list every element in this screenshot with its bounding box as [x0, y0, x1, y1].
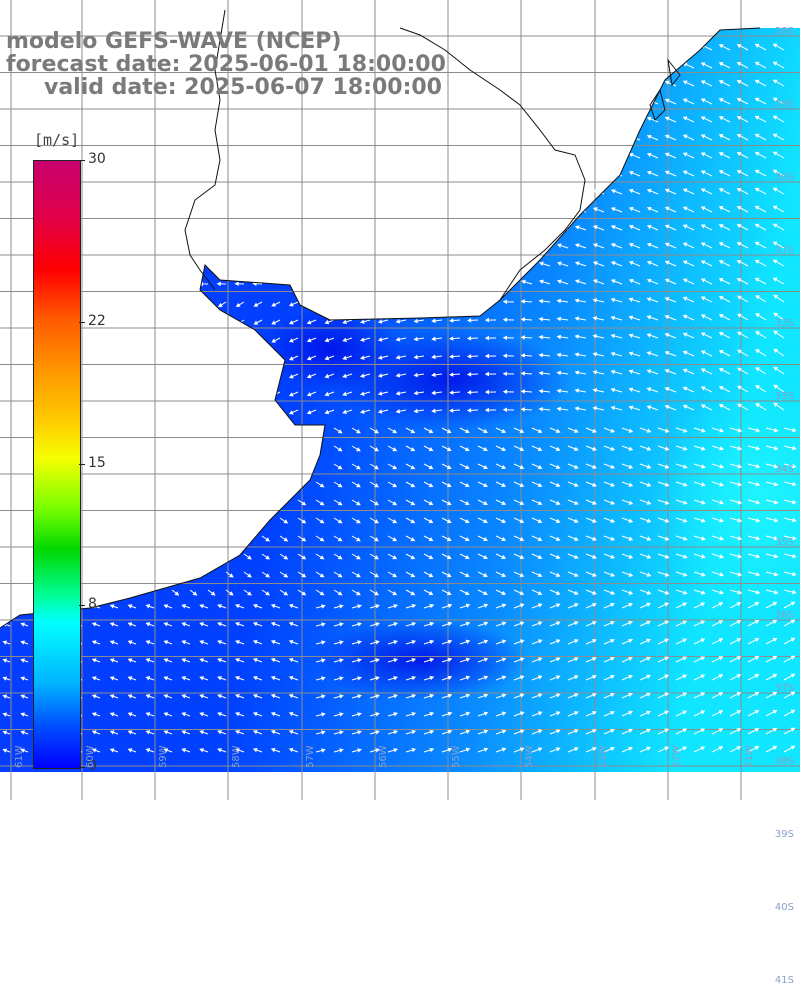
latitude-label: 35S [775, 537, 794, 548]
colorbar-tick-label: 15 [88, 455, 106, 471]
latitude-label: 37S [775, 683, 794, 694]
latitude-label: 31S [775, 245, 794, 256]
longitude-label: 51W [744, 745, 755, 768]
longitude-label: 61W [14, 745, 25, 768]
longitude-label: 58W [231, 745, 242, 768]
longitude-label: 53W [598, 745, 609, 768]
latitude-label: 39S [775, 829, 794, 840]
longitude-label: 52W [671, 745, 682, 768]
colorbar-unit: [m/s] [34, 131, 79, 149]
title-model: modelo GEFS-WAVE (NCEP) [6, 30, 341, 54]
colorbar-tick-label: 22 [88, 313, 106, 329]
latitude-label: 33S [775, 391, 794, 402]
title-forecast-date: forecast date: 2025-06-01 18:00:00 [6, 53, 446, 77]
colorbar-tick [79, 464, 85, 465]
longitude-label: 57W [305, 745, 316, 768]
latitude-label: 32S [775, 318, 794, 329]
longitude-label: 54W [524, 745, 535, 768]
latitude-label: 28S [775, 26, 794, 37]
longitude-label: 59W [158, 745, 169, 768]
colorbar-tick [79, 160, 85, 161]
latitude-label: 40S [775, 902, 794, 913]
longitude-label: 60W [85, 745, 96, 768]
latitude-label: 29S [775, 99, 794, 110]
wind-map [0, 0, 800, 800]
title-valid-date: valid date: 2025-06-07 18:00:00 [44, 76, 442, 100]
colorbar-tick-label: 30 [88, 151, 106, 167]
latitude-label: 36S [775, 610, 794, 621]
colorbar-tick-label: 8 [88, 596, 97, 612]
colorbar-tick [79, 322, 85, 323]
colorbar [33, 160, 81, 769]
longitude-label: 55W [451, 745, 462, 768]
latitude-label: 41S [775, 975, 794, 986]
latitude-label: 34S [775, 464, 794, 475]
longitude-label: 56W [378, 745, 389, 768]
latitude-label: 30S [775, 172, 794, 183]
latitude-label: 38S [775, 756, 794, 767]
colorbar-tick [79, 605, 85, 606]
